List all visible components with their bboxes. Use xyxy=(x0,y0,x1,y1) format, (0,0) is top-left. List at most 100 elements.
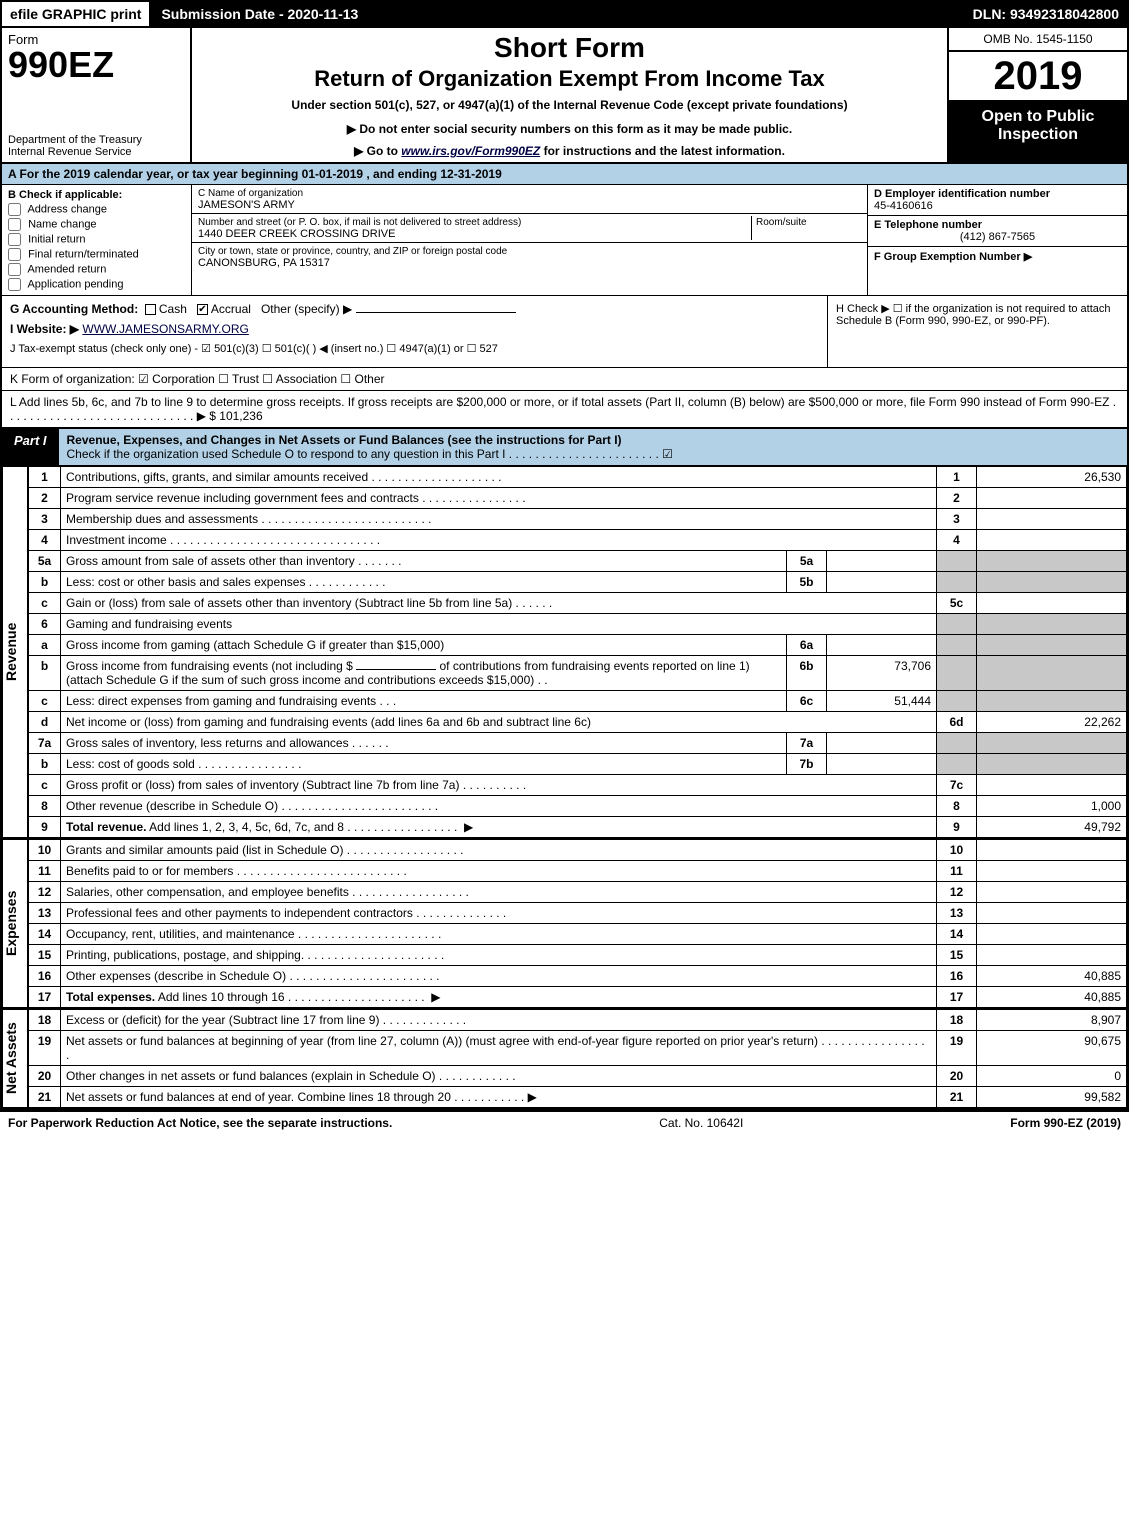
line-13: 13Professional fees and other payments t… xyxy=(29,903,1127,924)
goto-post: for instructions and the latest informat… xyxy=(544,144,785,158)
line-4: 4Investment income . . . . . . . . . . .… xyxy=(29,530,1127,551)
street-label: Number and street (or P. O. box, if mail… xyxy=(198,217,521,228)
line-11: 11Benefits paid to or for members . . . … xyxy=(29,861,1127,882)
revenue-table: 1Contributions, gifts, grants, and simil… xyxy=(28,466,1127,838)
line-a-period: A For the 2019 calendar year, or tax yea… xyxy=(2,164,1127,185)
part-1-header: Part I Revenue, Expenses, and Changes in… xyxy=(2,429,1127,466)
form-container: Form 990EZ Department of the Treasury In… xyxy=(0,28,1129,1112)
ein-label: D Employer identification number xyxy=(874,188,1050,200)
open-to-public: Open to Public Inspection xyxy=(949,102,1127,162)
line-5a: 5aGross amount from sale of assets other… xyxy=(29,551,1127,572)
chk-amended-return[interactable]: Amended return xyxy=(8,263,185,276)
line-2: 2Program service revenue including gover… xyxy=(29,488,1127,509)
chk-address-change[interactable]: Address change xyxy=(8,203,185,216)
line-18: 18Excess or (deficit) for the year (Subt… xyxy=(29,1010,1127,1031)
box-b: B Check if applicable: Address change Na… xyxy=(2,185,192,295)
row-k: K Form of organization: ☑ Corporation ☐ … xyxy=(2,368,1127,391)
line-12: 12Salaries, other compensation, and empl… xyxy=(29,882,1127,903)
form-number: 990EZ xyxy=(8,44,114,85)
room-suite-label: Room/suite xyxy=(756,217,807,228)
ssn-note: ▶ Do not enter social security numbers o… xyxy=(347,122,792,136)
ein-value: 45-4160616 xyxy=(874,200,933,212)
line-20: 20Other changes in net assets or fund ba… xyxy=(29,1066,1127,1087)
phone-label: E Telephone number xyxy=(874,219,982,231)
row-i: I Website: ▶ WWW.JAMESONSARMY.ORG xyxy=(10,322,819,336)
line-10: 10Grants and similar amounts paid (list … xyxy=(29,840,1127,861)
bcdef-row: B Check if applicable: Address change Na… xyxy=(2,185,1127,296)
header-right: OMB No. 1545-1150 2019 Open to Public In… xyxy=(947,28,1127,162)
line-6: 6Gaming and fundraising events xyxy=(29,614,1127,635)
dln-label: DLN: 93492318042800 xyxy=(973,6,1129,22)
org-name: JAMESON'S ARMY xyxy=(198,199,295,211)
line-14: 14Occupancy, rent, utilities, and mainte… xyxy=(29,924,1127,945)
line-3: 3Membership dues and assessments . . . .… xyxy=(29,509,1127,530)
row-h: H Check ▶ ☐ if the organization is not r… xyxy=(827,296,1127,367)
chk-final-return[interactable]: Final return/terminated xyxy=(8,248,185,261)
line-19: 19Net assets or fund balances at beginni… xyxy=(29,1031,1127,1066)
efile-print-cell[interactable]: efile GRAPHIC print xyxy=(0,0,151,28)
line-6d: dNet income or (loss) from gaming and fu… xyxy=(29,712,1127,733)
net-assets-section: Net Assets 18Excess or (deficit) for the… xyxy=(2,1009,1127,1110)
website-link[interactable]: WWW.JAMESONSARMY.ORG xyxy=(82,322,248,336)
footer-left: For Paperwork Reduction Act Notice, see … xyxy=(8,1116,392,1130)
part-1-title: Revenue, Expenses, and Changes in Net As… xyxy=(67,433,622,447)
box-def: D Employer identification number 45-4160… xyxy=(867,185,1127,295)
line-8: 8Other revenue (describe in Schedule O) … xyxy=(29,796,1127,817)
line-7a: 7aGross sales of inventory, less returns… xyxy=(29,733,1127,754)
box-b-label: B Check if applicable: xyxy=(8,189,185,201)
short-form-title: Short Form xyxy=(494,32,645,64)
chk-name-change[interactable]: Name change xyxy=(8,218,185,231)
top-bar: efile GRAPHIC print Submission Date - 20… xyxy=(0,0,1129,28)
org-name-label: C Name of organization xyxy=(198,188,303,199)
chk-initial-return[interactable]: Initial return xyxy=(8,233,185,246)
city-state-zip: CANONSBURG, PA 15317 xyxy=(198,257,330,269)
footer-form-ref: Form 990-EZ (2019) xyxy=(1010,1116,1121,1130)
net-assets-side-label: Net Assets xyxy=(2,1009,28,1108)
expenses-section: Expenses 10Grants and similar amounts pa… xyxy=(2,839,1127,1009)
page-footer: For Paperwork Reduction Act Notice, see … xyxy=(0,1112,1129,1134)
line-9: 9Total revenue. Add lines 1, 2, 3, 4, 5c… xyxy=(29,817,1127,838)
part-1-sub: Check if the organization used Schedule … xyxy=(67,447,1119,461)
line-5c: cGain or (loss) from sale of assets othe… xyxy=(29,593,1127,614)
return-title: Return of Organization Exempt From Incom… xyxy=(314,66,825,92)
revenue-section: Revenue 1Contributions, gifts, grants, a… xyxy=(2,466,1127,839)
line-6b: bGross income from fundraising events (n… xyxy=(29,656,1127,691)
line-6c: cLess: direct expenses from gaming and f… xyxy=(29,691,1127,712)
row-l: L Add lines 5b, 6c, and 7b to line 9 to … xyxy=(2,391,1127,429)
goto-line: ▶ Go to www.irs.gov/Form990EZ for instru… xyxy=(354,144,785,158)
omb-number: OMB No. 1545-1150 xyxy=(949,28,1127,52)
expenses-side-label: Expenses xyxy=(2,839,28,1008)
irs-link[interactable]: www.irs.gov/Form990EZ xyxy=(401,144,540,158)
group-exemption-label: F Group Exemption Number ▶ xyxy=(874,251,1032,263)
revenue-side-label: Revenue xyxy=(2,466,28,838)
chk-application-pending[interactable]: Application pending xyxy=(8,278,185,291)
line-17: 17Total expenses. Add lines 10 through 1… xyxy=(29,987,1127,1008)
line-21: 21Net assets or fund balances at end of … xyxy=(29,1087,1127,1108)
line-7b: bLess: cost of goods sold . . . . . . . … xyxy=(29,754,1127,775)
street-address: 1440 DEER CREEK CROSSING DRIVE xyxy=(198,228,395,240)
row-g: G Accounting Method: Cash Accrual Other … xyxy=(10,302,819,316)
expenses-table: 10Grants and similar amounts paid (list … xyxy=(28,839,1127,1008)
submission-date-cell: Submission Date - 2020-11-13 xyxy=(151,0,370,28)
line-15: 15Printing, publications, postage, and s… xyxy=(29,945,1127,966)
line-7c: cGross profit or (loss) from sales of in… xyxy=(29,775,1127,796)
box-c: C Name of organization JAMESON'S ARMY Nu… xyxy=(192,185,867,295)
line-5b: bLess: cost or other basis and sales exp… xyxy=(29,572,1127,593)
line-6a: aGross income from gaming (attach Schedu… xyxy=(29,635,1127,656)
line-16: 16Other expenses (describe in Schedule O… xyxy=(29,966,1127,987)
phone-value: (412) 867-7565 xyxy=(874,231,1121,243)
footer-cat-no: Cat. No. 10642I xyxy=(659,1116,743,1130)
form-header: Form 990EZ Department of the Treasury In… xyxy=(2,28,1127,164)
under-section: Under section 501(c), 527, or 4947(a)(1)… xyxy=(291,98,847,112)
irs-label: Internal Revenue Service xyxy=(8,146,132,158)
header-left: Form 990EZ Department of the Treasury In… xyxy=(2,28,192,162)
line-1: 1Contributions, gifts, grants, and simil… xyxy=(29,467,1127,488)
goto-pre: ▶ Go to xyxy=(354,144,401,158)
row-j: J Tax-exempt status (check only one) - ☑… xyxy=(10,342,819,355)
dept-treasury: Department of the Treasury xyxy=(8,134,142,146)
tax-year: 2019 xyxy=(949,52,1127,102)
ghij-block: G Accounting Method: Cash Accrual Other … xyxy=(2,296,1127,368)
net-assets-table: 18Excess or (deficit) for the year (Subt… xyxy=(28,1009,1127,1108)
header-middle: Short Form Return of Organization Exempt… xyxy=(192,28,947,162)
city-label: City or town, state or province, country… xyxy=(198,246,507,257)
